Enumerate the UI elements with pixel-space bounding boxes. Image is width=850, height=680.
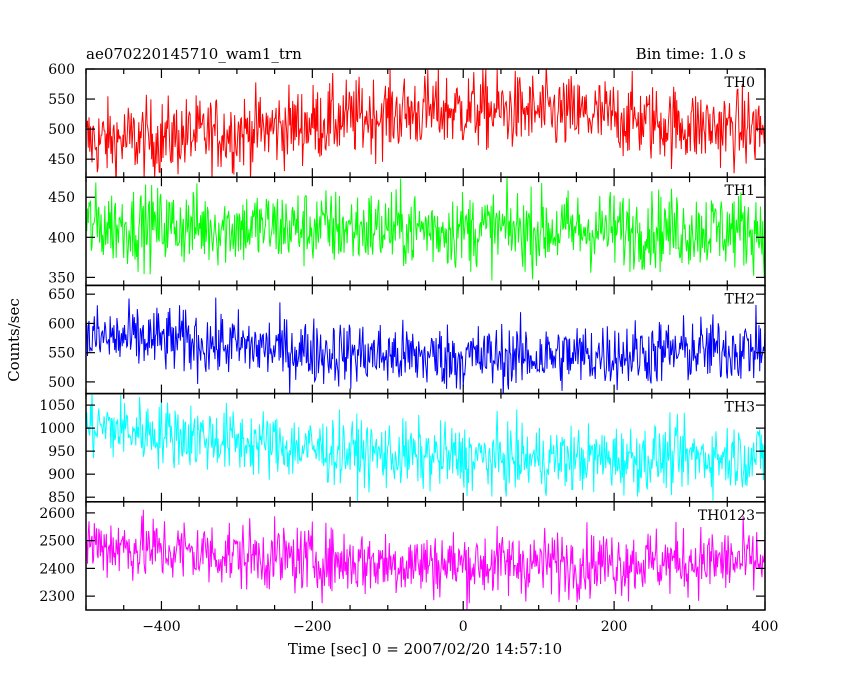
y-axis-label: Counts/sec: [5, 298, 23, 382]
y-tick-label: 600: [48, 62, 75, 78]
y-tick-label: 350: [48, 270, 75, 286]
y-tick-label: 900: [48, 467, 75, 483]
panel-frame: [85, 176, 766, 287]
panel-th3: 850 900 950 1000 1050 TH3: [39, 392, 766, 506]
y-tick-label: 950: [48, 444, 75, 460]
x-tick-label: −400: [142, 619, 180, 635]
series-line-th3: [86, 393, 765, 502]
y-tick-label: 450: [48, 152, 75, 168]
series-line-th2: [86, 297, 765, 394]
y-tick-label: 2300: [39, 589, 75, 605]
y-tick-label: 2400: [39, 561, 75, 577]
x-axis: −400 −200 0 200 400: [142, 619, 778, 635]
y-tick-label: 550: [48, 92, 75, 108]
panel-label-th0123: TH0123: [698, 508, 755, 524]
y-tick-label: 1000: [39, 421, 75, 437]
panels: 450 500 550 600 TH0 350 400 450 TH1 500 550 600 650 T…: [39, 62, 766, 611]
chart-title-left: ae070220145710_wam1_trn: [86, 45, 302, 63]
x-tick-label: 400: [752, 619, 779, 635]
y-tick-label: 500: [48, 375, 75, 391]
y-tick-label: 450: [48, 190, 75, 206]
y-tick-label: 550: [48, 346, 75, 362]
y-tick-label: 400: [48, 230, 75, 246]
panel-th0123: 2300 2400 2500 2600 TH0123: [39, 501, 766, 611]
panel-label-th2: TH2: [725, 291, 755, 307]
x-tick-label: −200: [293, 619, 331, 635]
y-tick-label: 2500: [39, 534, 75, 550]
x-axis-label: Time [sec] 0 = 2007/02/20 14:57:10: [288, 640, 562, 658]
x-tick-label: 200: [601, 619, 628, 635]
chart-title-right: Bin time: 1.0 s: [636, 45, 746, 63]
y-tick-label: 500: [48, 122, 75, 138]
panel-label-th0: TH0: [725, 75, 755, 91]
y-tick-label: 850: [48, 490, 75, 506]
panel-th1: 350 400 450 TH1: [48, 176, 766, 287]
x-tick-label: 0: [459, 619, 468, 635]
series-line-th0123: [86, 509, 765, 610]
series-line-th0: [86, 69, 765, 178]
y-tick-label: 2600: [39, 506, 75, 522]
panel-label-th3: TH3: [725, 400, 755, 416]
panel-label-th1: TH1: [725, 183, 755, 199]
panel-th0: 450 500 550 600 TH0: [48, 62, 766, 178]
panel-frame: [85, 284, 766, 395]
y-tick-label: 1050: [39, 398, 75, 414]
y-tick-label: 650: [48, 287, 75, 303]
y-tick-label: 600: [48, 316, 75, 332]
series-line-th1: [86, 177, 765, 281]
panel-th2: 500 550 600 650 TH2: [48, 284, 766, 395]
